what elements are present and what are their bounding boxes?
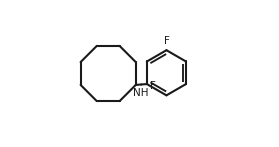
Text: NH: NH — [133, 88, 148, 98]
Text: F: F — [163, 36, 169, 46]
Text: F: F — [150, 81, 155, 91]
